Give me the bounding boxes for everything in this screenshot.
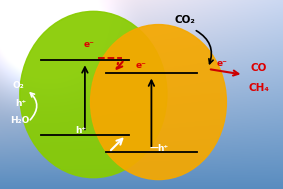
Text: O₂: O₂ bbox=[12, 81, 24, 91]
Ellipse shape bbox=[20, 11, 167, 178]
FancyArrowPatch shape bbox=[196, 31, 213, 64]
Text: h⁺: h⁺ bbox=[16, 98, 27, 108]
Text: CH₄: CH₄ bbox=[248, 83, 269, 93]
Text: e⁻: e⁻ bbox=[136, 61, 147, 70]
FancyArrowPatch shape bbox=[30, 93, 37, 120]
Text: e⁻: e⁻ bbox=[217, 59, 228, 68]
Text: CO₂: CO₂ bbox=[175, 15, 196, 25]
Text: —: — bbox=[150, 144, 159, 153]
FancyArrowPatch shape bbox=[211, 69, 238, 76]
Text: h⁺: h⁺ bbox=[75, 126, 86, 135]
Ellipse shape bbox=[91, 25, 226, 180]
Text: CO: CO bbox=[251, 63, 267, 73]
Text: e⁻: e⁻ bbox=[84, 40, 95, 49]
Text: H₂O: H₂O bbox=[10, 115, 29, 125]
Text: h⁺: h⁺ bbox=[157, 144, 168, 153]
